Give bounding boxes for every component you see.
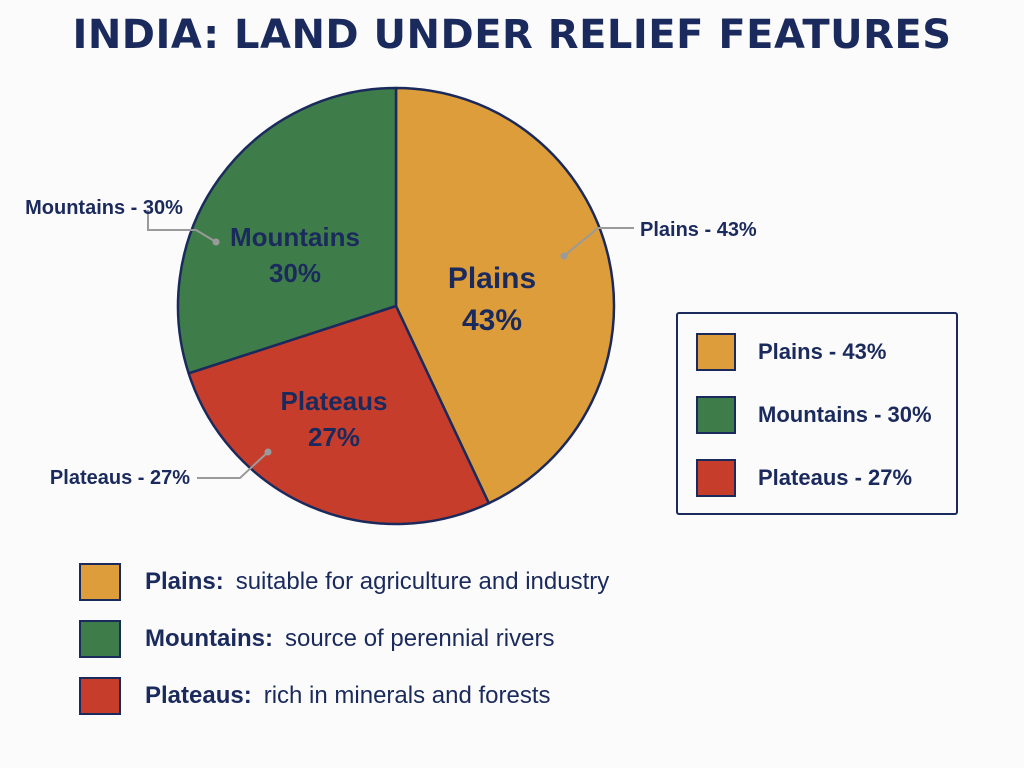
pie-slice-plains bbox=[394, 86, 616, 505]
callout-leader-plateaus bbox=[197, 451, 269, 479]
callout-label-plateaus: Plateaus - 27% bbox=[50, 467, 190, 489]
slice-pct-label-plains: 43% bbox=[462, 304, 522, 337]
note-name-plains: Plains: bbox=[145, 568, 224, 595]
note-plains: Plains: suitable for agriculture and ind… bbox=[79, 562, 609, 602]
legend-label-plains: Plains - 43% bbox=[758, 339, 887, 364]
legend-item-plains: Plains - 43% bbox=[696, 332, 886, 372]
slice-name-label-plateaus: Plateaus bbox=[281, 386, 388, 416]
callout-dot-plateaus bbox=[264, 448, 272, 456]
callout-dot-plains bbox=[560, 252, 568, 260]
legend-swatch-plateaus bbox=[696, 459, 736, 497]
note-swatch-plateaus bbox=[79, 677, 121, 715]
note-desc-plains: suitable for agriculture and industry bbox=[235, 568, 610, 595]
callout-label-mountains: Mountains - 30% bbox=[25, 197, 183, 219]
legend: Plains - 43% Mountains - 30% Plateaus - … bbox=[676, 312, 958, 515]
callout-label-plains: Plains - 43% bbox=[640, 219, 757, 241]
note-plateaus: Plateaus: rich in minerals and forests bbox=[79, 676, 551, 716]
legend-item-plateaus: Plateaus - 27% bbox=[696, 458, 912, 498]
legend-label-plateaus: Plateaus - 27% bbox=[758, 465, 913, 490]
callout-dot-mountains bbox=[212, 238, 220, 246]
slice-pct-label-mountains: 30% bbox=[269, 258, 321, 288]
callout-leader-mountains bbox=[147, 210, 217, 243]
legend-label-mountains: Mountains - 30% bbox=[758, 402, 932, 427]
legend-swatch-plains bbox=[696, 333, 736, 371]
chart-title: INDIA: LAND UNDER RELIEF FEATURES bbox=[72, 12, 952, 58]
pie-slice-mountains bbox=[176, 86, 398, 375]
pie-slice-plateaus bbox=[187, 304, 491, 526]
note-mountains: Mountains: source of perennial rivers bbox=[79, 619, 554, 659]
legend-swatch-mountains bbox=[696, 396, 736, 434]
legend-item-mountains: Mountains - 30% bbox=[696, 395, 932, 435]
slice-name-label-plains: Plains bbox=[448, 262, 536, 295]
slice-pct-label-plateaus: 27% bbox=[308, 422, 360, 452]
note-desc-mountains: source of perennial rivers bbox=[284, 625, 555, 652]
note-desc-plateaus: rich in minerals and forests bbox=[263, 682, 551, 709]
slice-name-label-mountains: Mountains bbox=[230, 222, 360, 252]
callout-leader-plains bbox=[563, 227, 634, 257]
note-name-plateaus: Plateaus: bbox=[145, 682, 252, 709]
note-swatch-mountains bbox=[79, 620, 121, 658]
note-name-mountains: Mountains: bbox=[145, 625, 273, 652]
note-swatch-plains bbox=[79, 563, 121, 601]
